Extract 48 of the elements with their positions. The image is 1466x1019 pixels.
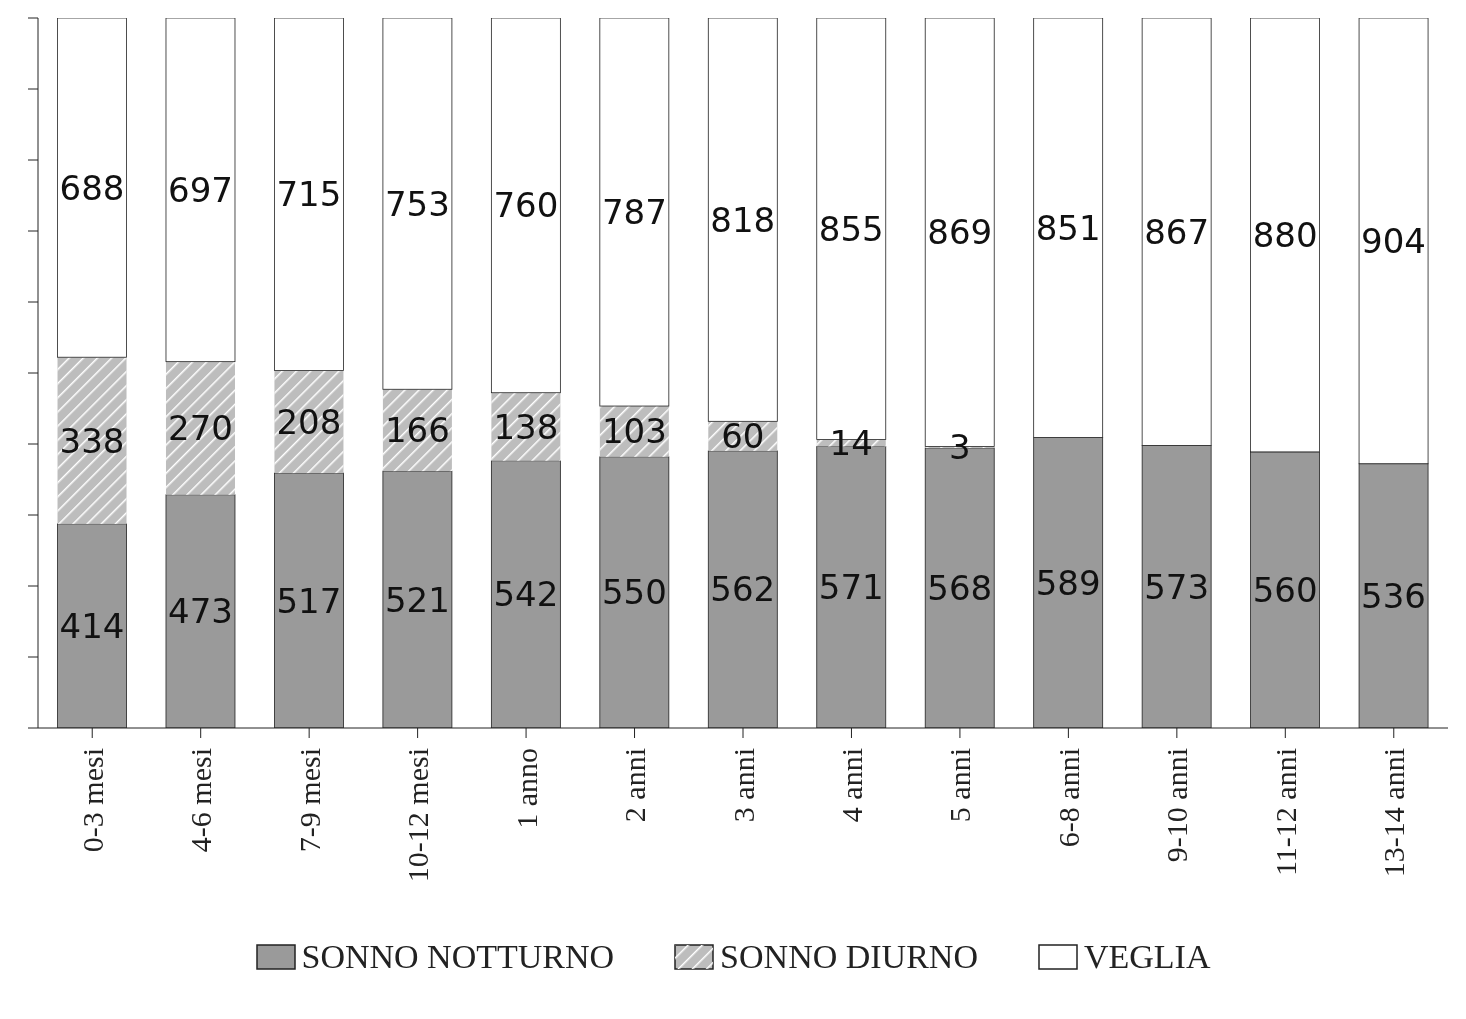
data-label: 571 [818,567,884,608]
data-label: 550 [601,572,667,613]
data-label: 517 [276,580,342,621]
x-tick-label: 11-12 anni [1268,748,1302,877]
data-label: 414 [59,605,125,646]
data-label: 568 [927,567,993,608]
data-label: 60 [721,416,765,457]
data-label: 760 [493,185,559,226]
data-label: 208 [276,401,342,442]
legend-label: SONNO DIURNO [720,938,978,976]
x-tick-label: 4 anni [834,748,868,823]
legend-label: SONNO NOTTURNO [301,938,615,976]
data-label: 542 [493,574,559,615]
data-label: 818 [710,199,776,240]
data-label: 473 [168,591,233,632]
data-label: 166 [384,410,450,451]
x-tick-label: 4-6 mesi [184,748,218,853]
data-label: 338 [59,420,125,461]
data-label: 787 [601,192,667,233]
legend-label: VEGLIA [1083,938,1211,976]
data-label: 270 [168,408,233,449]
x-tick-label: 2 anni [618,748,652,823]
data-label: 688 [59,167,125,208]
x-tick-label: 5 anni [943,748,977,823]
data-label: 753 [384,183,450,224]
x-tick-label: 6-8 anni [1051,748,1085,848]
data-label: 697 [168,169,233,210]
data-label: 560 [1252,569,1318,610]
x-tick-label: 9-10 anni [1160,748,1194,863]
data-label: 715 [276,174,342,215]
data-label: 562 [710,569,776,610]
data-label: 589 [1035,562,1101,603]
data-label: 536 [1361,575,1427,616]
data-label: 855 [818,208,884,249]
data-label: 138 [493,406,559,447]
data-label: 851 [1035,207,1101,248]
x-tick-label: 7-9 mesi [292,748,326,853]
x-tick-label: 13-14 anni [1377,748,1411,878]
data-label: 867 [1144,211,1210,252]
data-label: 904 [1361,220,1427,261]
data-label: 880 [1252,214,1318,255]
x-tick-label: 3 anni [726,748,760,823]
data-label: 521 [384,579,450,620]
data-label: 573 [1144,566,1210,607]
x-tick-label: 10-12 mesi [401,748,435,883]
x-tick-label: 0-3 mesi [75,748,109,853]
data-label: 869 [927,212,993,253]
x-tick-label: 1 anno [509,748,543,829]
